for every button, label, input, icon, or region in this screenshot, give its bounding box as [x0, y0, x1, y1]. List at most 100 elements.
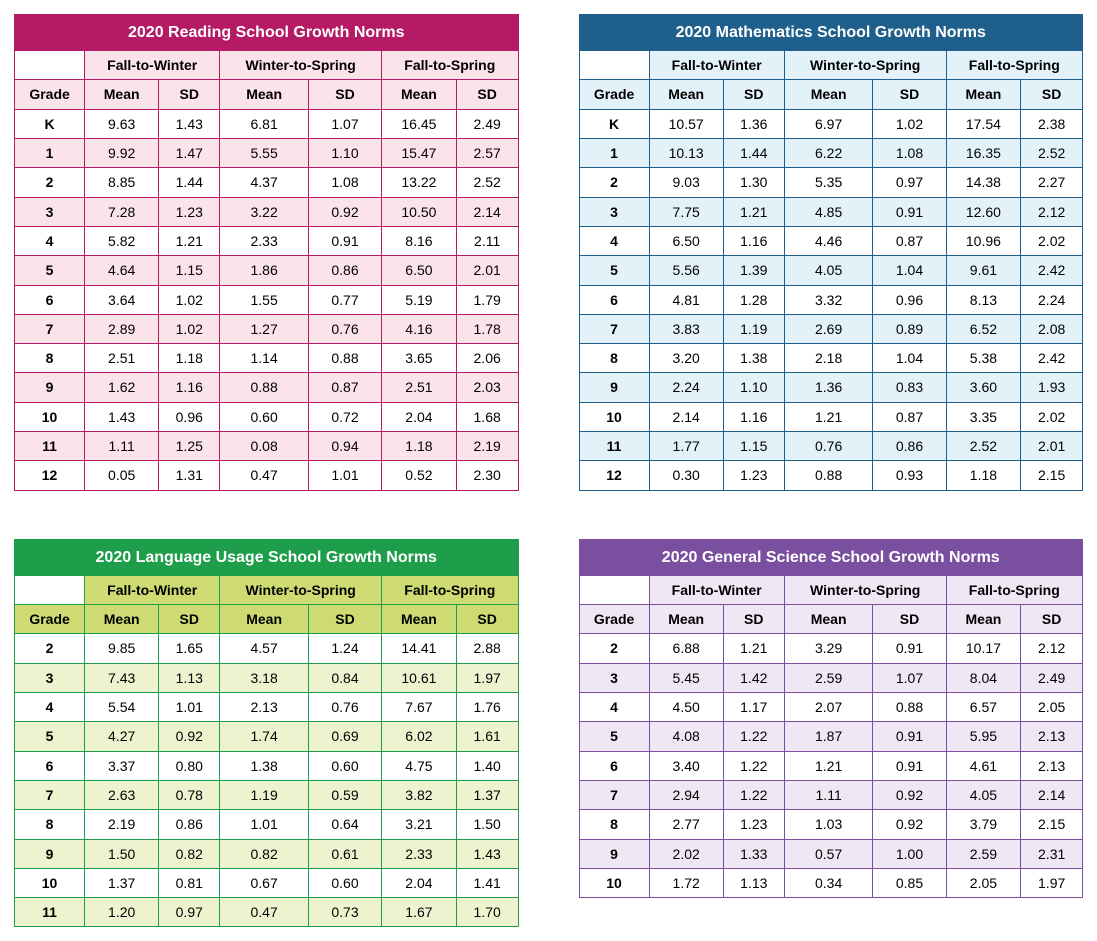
table-title: 2020 General Science School Growth Norms [579, 539, 1083, 575]
grade-cell: 8 [15, 344, 85, 373]
table-row: 83.201.382.181.045.382.42 [579, 344, 1083, 373]
grade-cell: 4 [579, 226, 649, 255]
value-cell: 3.60 [946, 373, 1021, 402]
value-cell: 0.94 [308, 432, 381, 461]
value-cell: 0.60 [308, 868, 381, 897]
value-cell: 0.91 [873, 634, 946, 663]
table-row: 82.511.181.140.883.652.06 [15, 344, 519, 373]
value-cell: 2.38 [1021, 109, 1083, 138]
value-cell: 2.05 [946, 868, 1021, 897]
value-cell: 1.18 [159, 344, 220, 373]
value-cell: 1.00 [873, 839, 946, 868]
value-cell: 1.36 [723, 109, 784, 138]
value-cell: 0.87 [873, 402, 946, 431]
value-cell: 1.30 [723, 168, 784, 197]
value-cell: 8.04 [946, 663, 1021, 692]
value-cell: 1.97 [1021, 868, 1083, 897]
value-cell: 2.03 [456, 373, 518, 402]
value-cell: 2.02 [1021, 226, 1083, 255]
grade-cell: 9 [579, 373, 649, 402]
table-row: 91.500.820.820.612.331.43 [15, 839, 519, 868]
column-header: SD [1021, 605, 1083, 634]
table-row: 63.401.221.210.914.612.13 [579, 751, 1083, 780]
table-row: 35.451.422.591.078.042.49 [579, 663, 1083, 692]
value-cell: 6.50 [382, 256, 457, 285]
value-cell: 3.79 [946, 810, 1021, 839]
value-cell: 2.14 [649, 402, 723, 431]
grade-cell: 3 [579, 663, 649, 692]
table-row: 64.811.283.320.968.132.24 [579, 285, 1083, 314]
value-cell: 2.49 [456, 109, 518, 138]
value-cell: 1.14 [220, 344, 309, 373]
value-cell: 2.51 [85, 344, 159, 373]
grade-cell: 10 [15, 868, 85, 897]
value-cell: 1.15 [159, 256, 220, 285]
value-cell: 1.03 [784, 810, 873, 839]
value-cell: 1.21 [784, 402, 873, 431]
value-cell: 2.69 [784, 314, 873, 343]
value-cell: 3.35 [946, 402, 1021, 431]
value-cell: 2.02 [649, 839, 723, 868]
value-cell: 1.10 [723, 373, 784, 402]
grade-cell: 8 [15, 810, 85, 839]
value-cell: 0.52 [382, 461, 457, 490]
value-cell: 1.28 [723, 285, 784, 314]
value-cell: 4.81 [649, 285, 723, 314]
value-cell: 1.68 [456, 402, 518, 431]
value-cell: 3.65 [382, 344, 457, 373]
column-header: Mean [85, 605, 159, 634]
value-cell: 1.10 [308, 139, 381, 168]
value-cell: 0.08 [220, 432, 309, 461]
value-cell: 1.07 [873, 663, 946, 692]
value-cell: 0.76 [308, 693, 381, 722]
grade-cell: 12 [15, 461, 85, 490]
value-cell: 3.82 [382, 780, 457, 809]
value-cell: 2.52 [456, 168, 518, 197]
value-cell: 0.87 [873, 226, 946, 255]
value-cell: 13.22 [382, 168, 457, 197]
value-cell: 1.79 [456, 285, 518, 314]
value-cell: 0.91 [873, 197, 946, 226]
value-cell: 1.93 [1021, 373, 1083, 402]
value-cell: 4.08 [649, 722, 723, 751]
value-cell: 6.97 [784, 109, 873, 138]
value-cell: 7.28 [85, 197, 159, 226]
grade-cell: 8 [579, 344, 649, 373]
value-cell: 1.42 [723, 663, 784, 692]
value-cell: 2.52 [1021, 139, 1083, 168]
value-cell: 1.25 [159, 432, 220, 461]
value-cell: 1.11 [85, 432, 159, 461]
value-cell: 4.05 [946, 780, 1021, 809]
table-row: K9.631.436.811.0716.452.49 [15, 109, 519, 138]
table-row: 63.370.801.380.604.751.40 [15, 751, 519, 780]
grade-cell: 9 [15, 373, 85, 402]
column-header: Mean [784, 80, 873, 109]
value-cell: 1.22 [723, 780, 784, 809]
period-header: Winter-to-Spring [220, 51, 382, 80]
value-cell: 0.91 [308, 226, 381, 255]
grade-cell: 7 [579, 780, 649, 809]
column-header: SD [159, 605, 220, 634]
value-cell: 1.22 [723, 751, 784, 780]
blank-header [15, 51, 85, 80]
value-cell: 2.42 [1021, 256, 1083, 285]
value-cell: 16.45 [382, 109, 457, 138]
value-cell: 0.88 [308, 344, 381, 373]
grade-cell: 3 [579, 197, 649, 226]
value-cell: 0.88 [784, 461, 873, 490]
value-cell: 3.22 [220, 197, 309, 226]
value-cell: 10.50 [382, 197, 457, 226]
table-row: 46.501.164.460.8710.962.02 [579, 226, 1083, 255]
value-cell: 1.21 [159, 226, 220, 255]
value-cell: 1.13 [159, 663, 220, 692]
value-cell: 6.57 [946, 693, 1021, 722]
value-cell: 1.36 [784, 373, 873, 402]
table-row: 92.021.330.571.002.592.31 [579, 839, 1083, 868]
value-cell: 2.52 [946, 432, 1021, 461]
value-cell: 1.50 [456, 810, 518, 839]
value-cell: 1.62 [85, 373, 159, 402]
value-cell: 0.89 [873, 314, 946, 343]
grade-cell: 5 [579, 256, 649, 285]
value-cell: 0.67 [220, 868, 309, 897]
value-cell: 0.76 [308, 314, 381, 343]
